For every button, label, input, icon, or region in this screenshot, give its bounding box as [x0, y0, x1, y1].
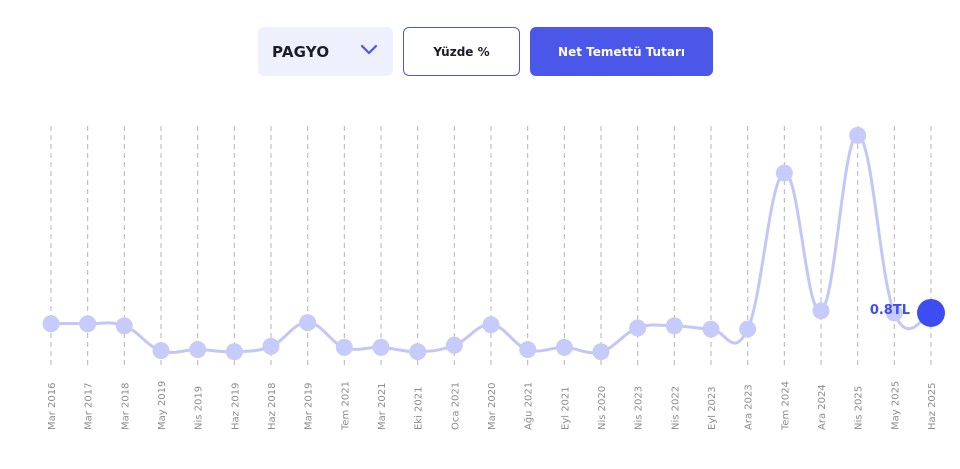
data-point: [299, 314, 317, 332]
data-point-highlight: [917, 298, 945, 327]
x-tick-label: Oca 2021: [450, 382, 461, 430]
data-point: [849, 126, 867, 144]
x-tick-label: Eyl 2021: [560, 386, 571, 430]
x-tick-label: May 2025: [890, 381, 901, 430]
data-point: [189, 341, 207, 359]
data-point: [42, 315, 60, 333]
x-tick-label: Ağu 2021: [523, 382, 535, 430]
x-tick-label: Nis 2019: [194, 386, 205, 430]
data-point: [812, 302, 830, 320]
x-tick-label: Nis 2025: [854, 386, 865, 430]
data-point: [519, 341, 537, 359]
data-point: [409, 343, 427, 361]
x-tick-label: Nis 2020: [597, 386, 608, 430]
x-tick-label: Eki 2021: [414, 386, 425, 430]
x-tick-label: Nis 2023: [634, 386, 645, 430]
chevron-down-icon: [360, 44, 378, 55]
x-tick-label: Mar 2020: [487, 383, 498, 431]
x-tick-label: Ara 2023: [744, 384, 755, 430]
data-point: [555, 338, 573, 356]
x-tick-label: May 2019: [157, 381, 168, 430]
data-point: [665, 317, 683, 335]
data-point: [739, 320, 757, 338]
x-tick-label: Mar 2019: [304, 383, 315, 431]
x-tick-label: Haz 2019: [230, 382, 241, 430]
highlight-value-label: 0.8TL: [870, 303, 910, 318]
x-tick-label: Haz 2025: [927, 382, 938, 430]
ticker-select[interactable]: PAGYO: [258, 27, 393, 76]
chart-controls: PAGYO Yüzde % Net Temettü Tutarı: [0, 27, 960, 76]
x-tick-label: Mar 2018: [120, 383, 131, 431]
x-tick-label: Ara 2024: [817, 384, 828, 430]
net-dividend-button[interactable]: Net Temettü Tutarı: [530, 27, 713, 76]
data-point: [335, 338, 353, 356]
x-tick-label: Mar 2017: [84, 383, 95, 431]
data-point: [79, 315, 97, 333]
x-tick-label: Nis 2022: [670, 386, 681, 430]
x-tick-label: Eyl 2023: [707, 386, 718, 430]
data-point: [592, 343, 610, 361]
x-tick-label: Haz 2018: [267, 382, 278, 430]
x-tick-label: Mar 2016: [47, 383, 58, 431]
data-point: [445, 336, 463, 354]
data-point: [262, 337, 280, 355]
data-point: [629, 319, 647, 337]
x-tick-label: Mar 2021: [377, 383, 388, 431]
ticker-select-value: PAGYO: [272, 42, 330, 61]
data-point: [152, 342, 170, 360]
data-point: [482, 316, 500, 334]
x-tick-label: Tem 2024: [780, 381, 791, 431]
x-tick-label: Tem 2021: [340, 381, 351, 431]
percent-button[interactable]: Yüzde %: [403, 27, 520, 76]
data-point: [115, 317, 133, 335]
data-point: [775, 164, 793, 182]
data-point: [885, 304, 903, 322]
data-point: [225, 343, 243, 361]
data-point: [372, 338, 390, 356]
data-point: [702, 320, 720, 338]
